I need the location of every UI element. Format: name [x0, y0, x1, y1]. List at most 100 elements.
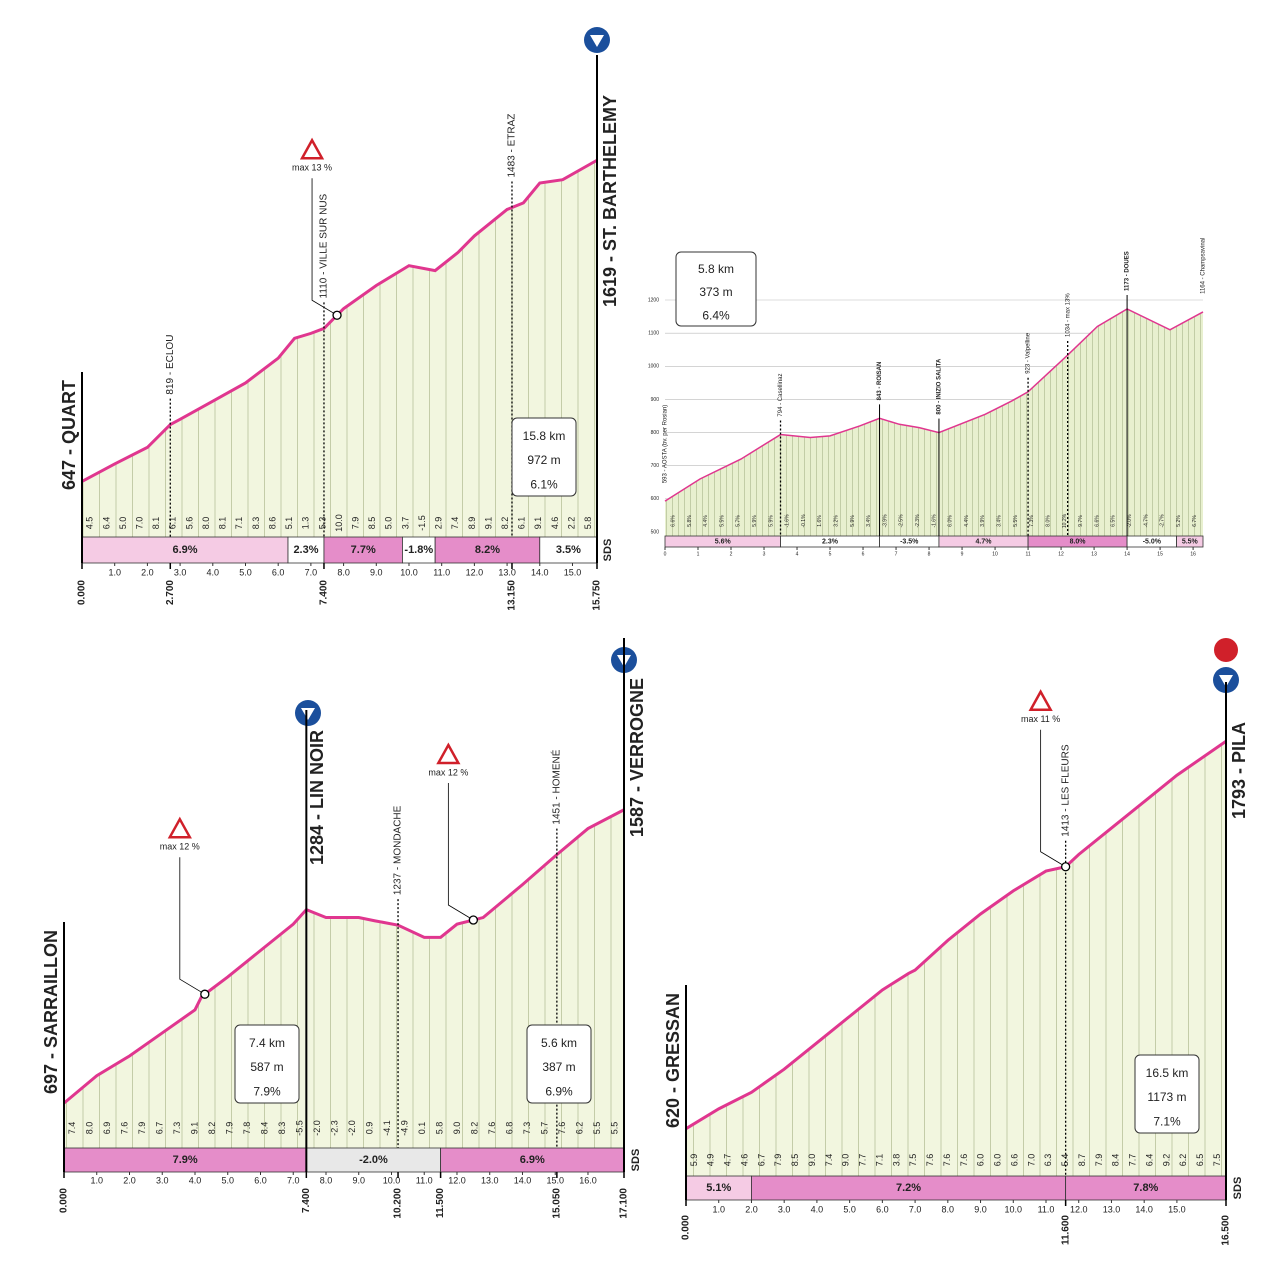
km-gradient: -4.9 [400, 1120, 410, 1136]
km-gradient: 1.6% [817, 515, 823, 527]
x-tick-label: 11.0 [1038, 1204, 1055, 1214]
km-gradient: 7.1 [234, 517, 244, 530]
km-gradient: 9.1 [533, 517, 543, 530]
key-km-label: 0.000 [77, 580, 88, 605]
max-icon [167, 816, 192, 839]
km-gradient: 5.2% [1176, 515, 1182, 527]
waypoint-label: 800 - INIZIO SALITA [937, 358, 943, 415]
summary-text: 6.4% [702, 308, 730, 322]
km-gradient: 6.1 [168, 517, 178, 530]
km-gradient: 8.7 [1077, 1154, 1087, 1167]
km-gradient: 8.2 [207, 1122, 217, 1135]
x-tick-label: 3 [763, 551, 766, 557]
x-tick-label: 1.0 [712, 1204, 725, 1214]
max-leader [447, 783, 474, 921]
km-gradient: 5.8 [435, 1122, 445, 1135]
x-tick-label: 12 [1058, 551, 1064, 557]
x-tick-label: 7.0 [287, 1175, 300, 1185]
x-tick-label: 1.0 [108, 567, 121, 577]
km-gradient: 5.5 [610, 1122, 620, 1135]
segment-label: -3.5% [900, 538, 919, 545]
x-tick-label: 4.0 [811, 1204, 824, 1214]
km-gradient: 0.9 [365, 1122, 375, 1135]
x-tick-label: 1 [697, 551, 700, 557]
summary-text: 7.4 km [249, 1036, 285, 1050]
waypoint-label: 1173 - DOUES [1125, 251, 1131, 291]
gradient-segment [402, 536, 436, 564]
km-gradient: 7.5 [1212, 1154, 1222, 1167]
x-tick-label: 5.0 [221, 1175, 234, 1185]
km-gradient: 3.4% [997, 515, 1003, 527]
key-km-label: 10.200 [393, 1188, 404, 1219]
km-gradient: 5.6 [184, 517, 194, 530]
km-gradient: 6.3 [1043, 1154, 1053, 1167]
km-gradient: -2.0% [1127, 514, 1133, 528]
km-gradient: 10.0 [334, 514, 344, 532]
summary-box [1134, 1054, 1200, 1134]
x-tick-label: 6.0 [876, 1204, 889, 1214]
km-gradient: 5.9% [752, 515, 758, 527]
gradient-segment [751, 1175, 1067, 1201]
km-gradient: 8.0 [201, 517, 211, 530]
km-gradient: -1.6% [931, 514, 937, 528]
km-gradient: 6.0 [993, 1154, 1003, 1167]
summary-box [234, 1024, 300, 1104]
km-gradient: 7.4 [824, 1154, 834, 1167]
km-gradient: 6.4 [101, 517, 111, 530]
x-tick-label: 3.0 [174, 567, 187, 577]
km-gradient: 4.7 [723, 1154, 733, 1167]
x-tick-label: 8.0 [337, 567, 350, 577]
summary-text: 5.6 km [541, 1036, 577, 1050]
summary-text: 7.1% [1153, 1115, 1181, 1129]
x-tick-label: 9.0 [974, 1204, 987, 1214]
km-gradient: -5.5 [295, 1120, 305, 1136]
x-tick-label: 2.0 [123, 1175, 136, 1185]
km-gradient: 6.7% [1192, 515, 1198, 527]
km-gradient: 7.4 [67, 1122, 77, 1135]
x-tick-label: 10.0 [383, 1175, 401, 1185]
km-gradient: 4.9 [706, 1154, 716, 1167]
waypoint-label: 593 - AOSTA (bv. per Rosian) [663, 405, 669, 483]
waypoint-label: 1237 - MONDACHE [393, 805, 404, 895]
summary-text: 15.8 km [523, 429, 566, 443]
x-tick-label: 13.0 [481, 1175, 499, 1185]
y-tick-label: 600 [651, 496, 660, 502]
gradient-segment [63, 1147, 307, 1173]
km-gradient: 8.3 [277, 1122, 287, 1135]
km-gradient: 5.5 [592, 1122, 602, 1135]
km-gradient: 5.9% [768, 515, 774, 527]
km-gradient: 9.0 [841, 1154, 851, 1167]
max-point [200, 989, 210, 999]
segment-label: 6.9% [172, 544, 197, 556]
segment-label: 7.2% [896, 1182, 921, 1194]
km-gradient: 5.7% [736, 515, 742, 527]
km-gradient: 7.1 [874, 1154, 884, 1167]
km-gradient: 5.1 [284, 517, 294, 530]
km-gradient: 8.1 [151, 517, 161, 530]
km-gradient: 4.6 [739, 1154, 749, 1167]
x-tick-label: 16 [1190, 551, 1196, 557]
km-gradient: 6.4 [1144, 1154, 1154, 1167]
km-gradient: 8.9 [467, 517, 477, 530]
km-gradient: 6.5 [1195, 1154, 1205, 1167]
km-gradient: 7.5 [908, 1154, 918, 1167]
summary-text: 16.5 km [1146, 1066, 1189, 1080]
km-gradient: 7.0 [135, 517, 145, 530]
summary-box [511, 417, 577, 497]
x-tick-label: 3.0 [156, 1175, 169, 1185]
max-icon [299, 137, 325, 160]
segment-label: 7.8% [1133, 1182, 1158, 1194]
max-label: max 12 % [428, 767, 468, 777]
profile-fill [686, 741, 1226, 1176]
km-gradient: 5.5% [1013, 515, 1019, 527]
badge-icon [301, 708, 315, 720]
km-gradient: 6.0 [976, 1154, 986, 1167]
km-gradient: 5.3 [317, 517, 327, 530]
km-gradient: -4.1 [382, 1120, 392, 1136]
km-gradient: 7.6 [925, 1154, 935, 1167]
km-gradient: 3.7 [400, 517, 410, 530]
km-gradient: 3.4% [866, 515, 872, 527]
km-gradient: 2.9 [434, 517, 444, 530]
max-label: max 12 % [160, 842, 200, 852]
km-gradient: 8.1 [218, 517, 228, 530]
